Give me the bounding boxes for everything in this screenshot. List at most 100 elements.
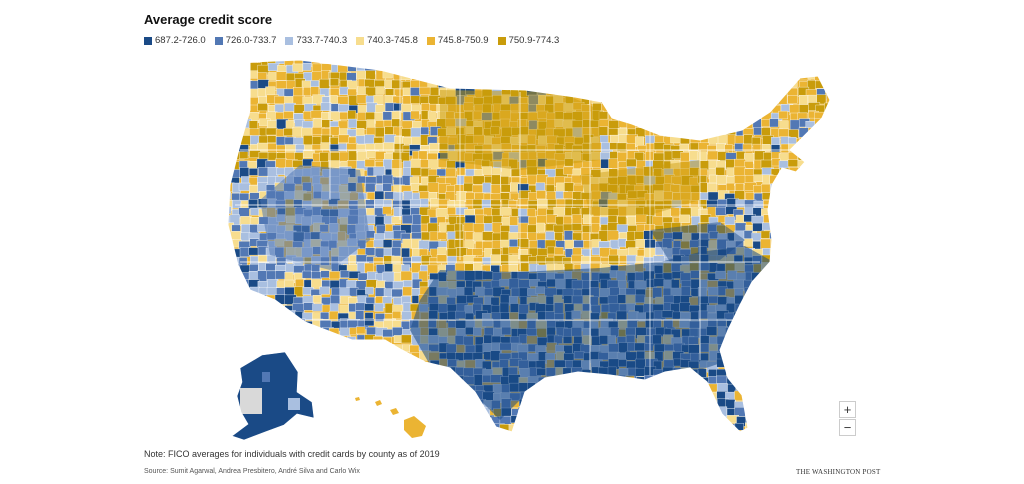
county[interactable] (591, 223, 600, 233)
county[interactable] (230, 78, 242, 88)
county[interactable] (672, 416, 685, 427)
county[interactable] (391, 79, 402, 89)
county[interactable] (797, 336, 808, 346)
county[interactable] (751, 232, 762, 242)
county[interactable] (627, 110, 640, 120)
county[interactable] (726, 336, 737, 348)
county[interactable] (592, 391, 603, 400)
county[interactable] (357, 423, 369, 432)
county[interactable] (771, 327, 783, 336)
county[interactable] (535, 64, 546, 74)
county[interactable] (292, 334, 304, 346)
county[interactable] (472, 423, 483, 435)
county[interactable] (401, 400, 412, 409)
county[interactable] (437, 366, 448, 376)
county[interactable] (418, 240, 430, 250)
county[interactable] (787, 382, 800, 390)
county[interactable] (725, 113, 734, 124)
county[interactable] (815, 374, 824, 385)
county[interactable] (330, 335, 341, 345)
county[interactable] (743, 382, 754, 392)
county[interactable] (733, 366, 742, 376)
county[interactable] (752, 288, 761, 298)
county[interactable] (807, 334, 820, 346)
county[interactable] (230, 327, 239, 339)
county[interactable] (636, 416, 648, 427)
county[interactable] (491, 215, 503, 223)
county[interactable] (733, 359, 743, 369)
county[interactable] (310, 110, 323, 119)
county[interactable] (790, 335, 800, 347)
county[interactable] (715, 103, 725, 116)
county[interactable] (310, 328, 320, 338)
county[interactable] (772, 297, 782, 306)
county[interactable] (554, 398, 567, 408)
county[interactable] (825, 135, 838, 144)
county[interactable] (311, 392, 321, 402)
county[interactable] (581, 88, 592, 98)
county[interactable] (835, 375, 844, 383)
county[interactable] (625, 407, 636, 419)
county[interactable] (744, 375, 754, 388)
county[interactable] (446, 417, 460, 426)
county[interactable] (320, 312, 330, 320)
county[interactable] (258, 135, 269, 144)
county[interactable] (223, 94, 234, 106)
county[interactable] (375, 383, 387, 395)
county[interactable] (679, 398, 689, 407)
county[interactable] (575, 433, 583, 442)
county[interactable] (645, 424, 656, 434)
county[interactable] (805, 423, 815, 434)
county[interactable] (393, 414, 405, 423)
county[interactable] (311, 359, 321, 368)
county[interactable] (454, 239, 464, 248)
county[interactable] (735, 104, 748, 115)
county[interactable] (421, 369, 432, 378)
county[interactable] (329, 399, 340, 408)
county[interactable] (583, 424, 592, 435)
county[interactable] (571, 223, 582, 231)
county[interactable] (609, 87, 619, 98)
county[interactable] (544, 384, 555, 394)
county[interactable] (627, 65, 640, 76)
county[interactable] (636, 406, 646, 416)
county[interactable] (365, 399, 378, 411)
county[interactable] (835, 57, 845, 64)
county[interactable] (609, 415, 620, 427)
county[interactable] (796, 209, 807, 221)
county[interactable] (634, 424, 645, 433)
county[interactable] (445, 422, 456, 433)
county[interactable] (815, 318, 827, 330)
county[interactable] (752, 431, 763, 440)
county[interactable] (835, 288, 845, 295)
county[interactable] (240, 296, 250, 307)
county[interactable] (781, 294, 792, 306)
county[interactable] (564, 391, 574, 403)
county[interactable] (546, 80, 558, 89)
county[interactable] (590, 424, 601, 435)
county[interactable] (364, 134, 375, 145)
county[interactable] (753, 78, 764, 89)
county[interactable] (349, 361, 359, 370)
county[interactable] (229, 351, 239, 360)
county[interactable] (725, 55, 736, 66)
county[interactable] (590, 71, 602, 82)
county[interactable] (789, 233, 800, 242)
county[interactable] (293, 414, 303, 425)
county[interactable] (500, 64, 511, 74)
county[interactable] (473, 262, 482, 272)
county[interactable] (752, 390, 765, 400)
county[interactable] (302, 120, 314, 129)
county[interactable] (221, 113, 233, 123)
county[interactable] (222, 318, 233, 327)
county[interactable] (825, 79, 835, 91)
county[interactable] (438, 57, 447, 69)
county[interactable] (814, 392, 825, 401)
county[interactable] (239, 72, 250, 80)
county[interactable] (742, 305, 755, 315)
county[interactable] (402, 214, 413, 224)
county[interactable] (238, 182, 251, 191)
county[interactable] (743, 120, 754, 129)
county[interactable] (824, 279, 833, 290)
county[interactable] (680, 406, 690, 417)
